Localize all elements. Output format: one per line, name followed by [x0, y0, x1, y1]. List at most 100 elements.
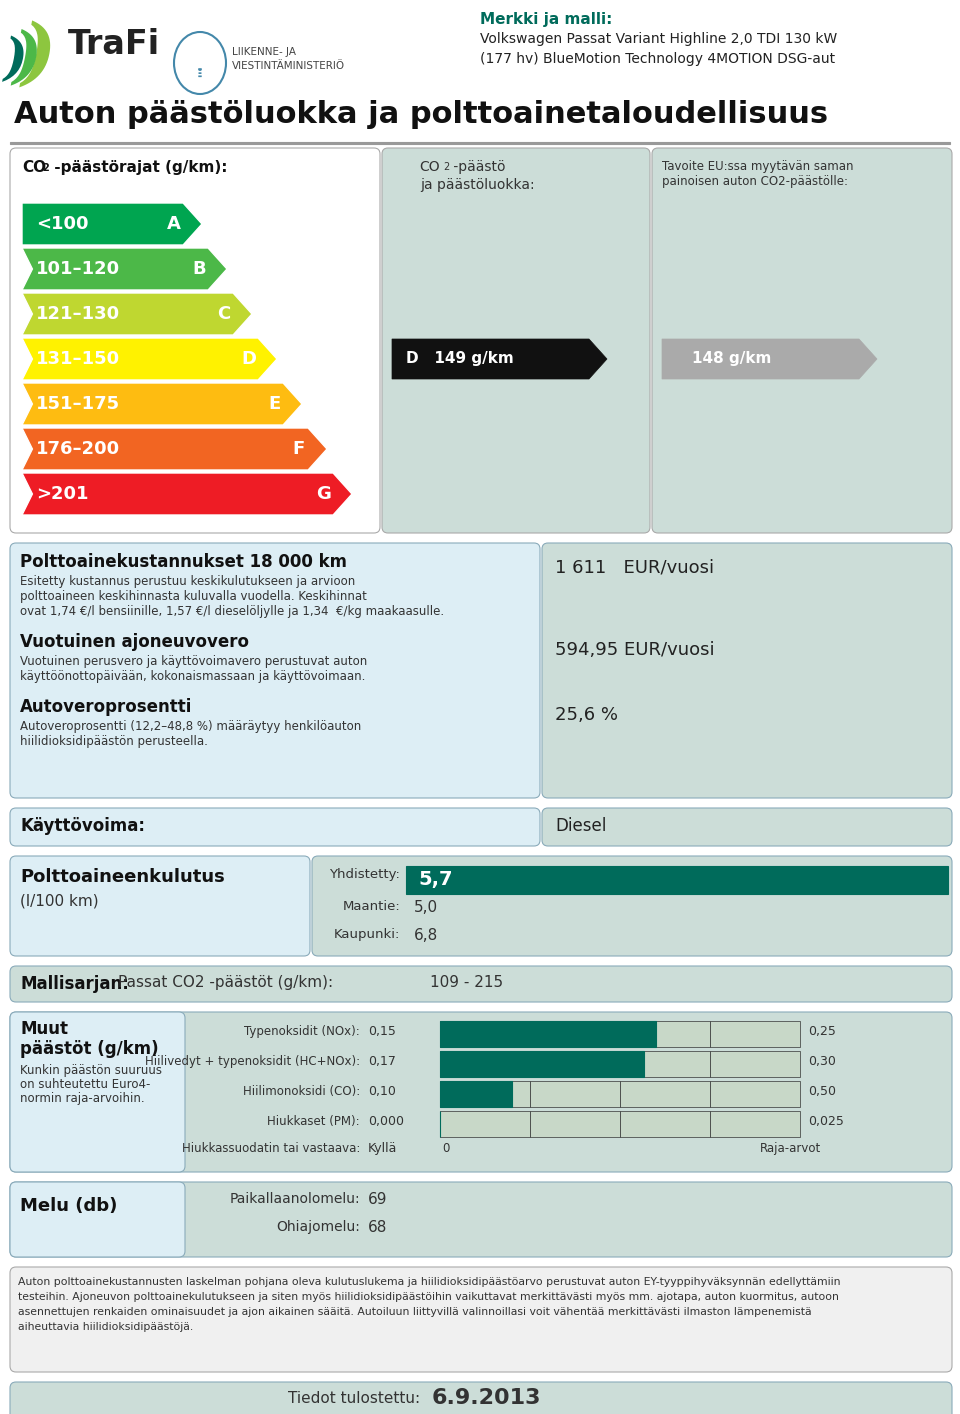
Text: ): )	[4, 35, 28, 85]
Text: 0,17: 0,17	[368, 1055, 396, 1068]
Text: Autoveroprosentti: Autoveroprosentti	[20, 699, 192, 715]
Bar	[440, 1051, 644, 1077]
Text: 148 g/km: 148 g/km	[692, 352, 772, 366]
Text: 2: 2	[42, 163, 49, 173]
Polygon shape	[662, 339, 877, 379]
Text: CO: CO	[420, 160, 441, 174]
Text: 176–200: 176–200	[36, 440, 120, 458]
Text: A: A	[167, 215, 180, 233]
Bar	[406, 865, 948, 894]
Text: 0,30: 0,30	[808, 1055, 836, 1068]
FancyBboxPatch shape	[10, 1182, 952, 1257]
Bar	[710, 1051, 800, 1077]
Text: B: B	[192, 260, 205, 279]
Text: Kaupunki:: Kaupunki:	[334, 928, 400, 940]
Text: testeihin. Ajoneuvon polttoainekulutukseen ja siten myös hiilidioksidipäästöihin: testeihin. Ajoneuvon polttoainekulutukse…	[18, 1292, 839, 1302]
FancyBboxPatch shape	[652, 148, 952, 533]
Bar	[440, 1080, 530, 1107]
Bar	[530, 1021, 620, 1046]
FancyBboxPatch shape	[382, 148, 650, 533]
Text: 1 611   EUR/vuosi: 1 611 EUR/vuosi	[555, 559, 714, 577]
Polygon shape	[22, 428, 327, 469]
Text: Typenoksidit (NOx):: Typenoksidit (NOx):	[244, 1025, 360, 1038]
Polygon shape	[22, 383, 302, 426]
Text: ): )	[12, 28, 41, 88]
FancyBboxPatch shape	[10, 807, 540, 846]
Text: Muut: Muut	[20, 1019, 68, 1038]
Bar	[530, 1051, 620, 1077]
Text: E: E	[268, 395, 280, 413]
Text: CO: CO	[22, 160, 46, 175]
Text: 0,000: 0,000	[368, 1116, 404, 1128]
Bar	[530, 1111, 620, 1137]
Text: 69: 69	[368, 1192, 388, 1208]
Text: 2: 2	[443, 163, 449, 173]
Text: hiilidioksidipäästön perusteella.: hiilidioksidipäästön perusteella.	[20, 735, 208, 748]
Text: Auton päästöluokka ja polttoainetaloudellisuus: Auton päästöluokka ja polttoainetaloudel…	[14, 100, 828, 129]
Bar	[710, 1021, 800, 1046]
Text: 151–175: 151–175	[36, 395, 120, 413]
Text: (177 hv) BlueMotion Technology 4MOTION DSG-aut: (177 hv) BlueMotion Technology 4MOTION D…	[480, 52, 835, 66]
Text: 121–130: 121–130	[36, 305, 120, 322]
Bar	[620, 1111, 710, 1137]
Text: C: C	[217, 305, 230, 322]
Text: 594,95 EUR/vuosi: 594,95 EUR/vuosi	[555, 641, 714, 659]
Text: 101–120: 101–120	[36, 260, 120, 279]
Text: Volkswagen Passat Variant Highline 2,0 TDI 130 kW: Volkswagen Passat Variant Highline 2,0 T…	[480, 33, 837, 47]
Text: Tavoite EU:ssa myytävän saman
painoisen auton CO2-päästölle:: Tavoite EU:ssa myytävän saman painoisen …	[662, 160, 853, 188]
Text: 109 - 215: 109 - 215	[430, 976, 503, 990]
Text: Yhdistetty:: Yhdistetty:	[329, 868, 400, 881]
FancyBboxPatch shape	[10, 1267, 952, 1372]
Bar	[440, 1051, 530, 1077]
Bar	[530, 1080, 620, 1107]
Text: D: D	[242, 351, 256, 368]
Text: -päästörajat (g/km):: -päästörajat (g/km):	[49, 160, 228, 175]
Bar	[440, 1021, 656, 1046]
Text: 0,10: 0,10	[368, 1085, 396, 1099]
Polygon shape	[22, 293, 252, 335]
Text: Kyllä: Kyllä	[368, 1143, 397, 1155]
Bar	[10, 141, 950, 143]
Text: päästöt (g/km): päästöt (g/km)	[20, 1041, 158, 1058]
Text: LIIKENNE- JA
VIESTINTÄMINISTERIÖ: LIIKENNE- JA VIESTINTÄMINISTERIÖ	[232, 47, 346, 71]
FancyBboxPatch shape	[10, 966, 952, 1003]
Text: >201: >201	[36, 485, 88, 503]
FancyBboxPatch shape	[10, 855, 310, 956]
Text: 0: 0	[442, 1143, 449, 1155]
Text: Polttoaineenkulutus: Polttoaineenkulutus	[20, 868, 225, 887]
Text: ): )	[22, 20, 56, 90]
Text: Vuotuinen ajoneuvovero: Vuotuinen ajoneuvovero	[20, 633, 249, 650]
Text: Hiukkaset (PM):: Hiukkaset (PM):	[268, 1116, 360, 1128]
Bar	[620, 1051, 710, 1077]
Text: käyttöönottopäivään, kokonaismassaan ja käyttövoimaan.: käyttöönottopäivään, kokonaismassaan ja …	[20, 670, 366, 683]
FancyBboxPatch shape	[10, 1012, 185, 1172]
Text: Melu (db): Melu (db)	[20, 1198, 117, 1215]
FancyBboxPatch shape	[312, 855, 952, 956]
Text: normin raja-arvoihin.: normin raja-arvoihin.	[20, 1092, 145, 1104]
Polygon shape	[22, 474, 352, 515]
Text: Autoveroprosentti (12,2–48,8 %) määräytyy henkilöauton: Autoveroprosentti (12,2–48,8 %) määräyty…	[20, 720, 361, 732]
Text: Paikallaanolomelu:: Paikallaanolomelu:	[229, 1192, 360, 1206]
Text: Kunkin päästön suuruus: Kunkin päästön suuruus	[20, 1063, 162, 1077]
Text: 0,025: 0,025	[808, 1116, 844, 1128]
Bar	[710, 1080, 800, 1107]
Text: 5,7: 5,7	[418, 871, 452, 889]
FancyBboxPatch shape	[542, 807, 952, 846]
Text: ovat 1,74 €/l bensiinille, 1,57 €/l dieselöljylle ja 1,34  €/kg maakaasulle.: ovat 1,74 €/l bensiinille, 1,57 €/l dies…	[20, 605, 444, 618]
Text: aiheuttavia hiilidioksidipäästöjä.: aiheuttavia hiilidioksidipäästöjä.	[18, 1322, 193, 1332]
Bar	[620, 1080, 710, 1107]
Text: Passat CO2 -päästöt (g/km):: Passat CO2 -päästöt (g/km):	[118, 976, 333, 990]
Text: Merkki ja malli:: Merkki ja malli:	[480, 11, 612, 27]
Text: 5,0: 5,0	[414, 899, 438, 915]
Polygon shape	[392, 339, 607, 379]
Text: 68: 68	[368, 1220, 388, 1234]
Polygon shape	[22, 204, 202, 245]
Text: Maantie:: Maantie:	[343, 899, 400, 913]
Text: Käyttövoima:: Käyttövoima:	[20, 817, 145, 836]
Text: Ohiajomelu:: Ohiajomelu:	[276, 1220, 360, 1234]
Text: Mallisarjan:: Mallisarjan:	[20, 976, 129, 993]
FancyBboxPatch shape	[10, 1012, 952, 1172]
FancyBboxPatch shape	[10, 1381, 952, 1414]
Text: Esitetty kustannus perustuu keskikulutukseen ja arvioon: Esitetty kustannus perustuu keskikulutuk…	[20, 575, 355, 588]
Bar	[620, 1021, 710, 1046]
